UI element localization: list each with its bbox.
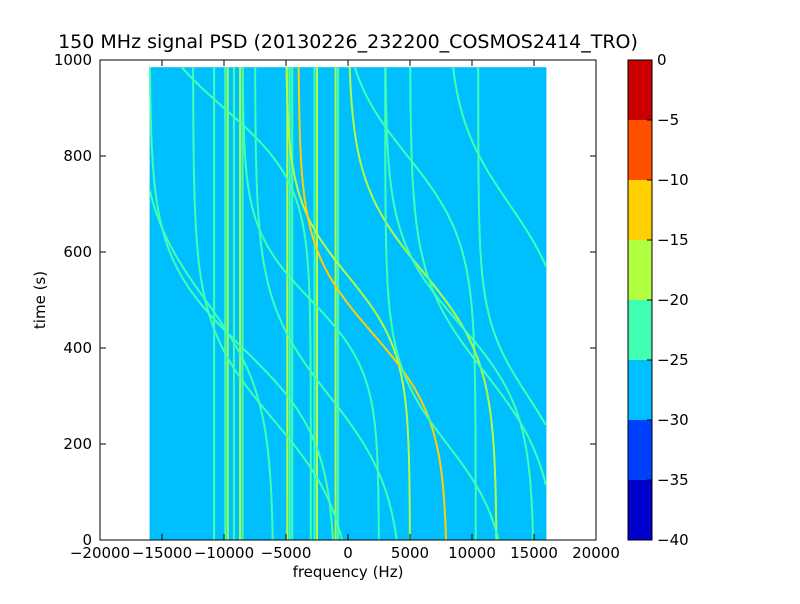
heatmap-track [384,67,534,540]
x-tick-label: −20000 [70,544,130,562]
colorbar-segment [628,60,652,120]
y-tick-label: 800 [63,147,92,165]
y-tick-label: 400 [63,339,92,357]
x-tick-label: −15000 [132,544,192,562]
colorbar-segment [628,120,652,180]
y-tick-label: 0 [82,531,92,549]
x-tick-label: 5000 [391,544,429,562]
colorbar-tick-label: −35 [657,471,689,489]
colorbar-segment [628,420,652,480]
colorbar-tick-label: −30 [657,411,689,429]
colorbar-segment [628,480,652,540]
heatmap-track [353,66,477,540]
x-tick-label: 20000 [572,544,620,562]
y-tick-label: 600 [63,243,92,261]
heatmap-track [285,67,411,540]
colorbar-tick-label: −25 [657,351,689,369]
colorbar-segment [628,300,652,360]
plot-area [99,59,597,541]
colorbar-segment [628,180,652,240]
heatmap-track [192,67,343,540]
colorbar-tick-label: 0 [657,51,667,69]
x-axis-label: frequency (Hz) [293,563,404,581]
heatmap-track [149,67,334,540]
colorbar-axis: −40 −35 −30 −25 −20 −15 −10 −5 0 [647,51,689,549]
colorbar-tick-label: −5 [657,111,679,129]
colorbar-tick-label: −15 [657,231,689,249]
heatmap-track [241,67,380,540]
y-tick-label: 1000 [54,51,92,69]
x-tick-label: −5000 [261,544,312,562]
colorbar-segment [628,240,652,300]
heatmap [148,66,547,540]
x-tick-label: 15000 [510,544,558,562]
heatmap-track [452,67,547,267]
heatmap-track [254,67,398,540]
x-tick-label: −10000 [194,544,254,562]
heatmap-track [148,189,274,540]
y-axis: 0 200 400 600 800 1000 [54,51,596,549]
colorbar [627,59,653,541]
heatmap-track [409,67,547,486]
heatmap-track [297,67,447,540]
chart-title: 150 MHz signal PSD (20130226_232200_COSM… [58,31,638,53]
heatmap-track [181,66,312,540]
heatmap-track [384,67,500,540]
colorbar-tick-label: −10 [657,171,689,189]
x-axis: −20000 −15000 −10000 −5000 0 5000 10000 15000 20… [70,60,620,562]
y-axis-label: time (s) [31,271,49,329]
y-tick-label: 200 [63,435,92,453]
x-tick-label: 10000 [448,544,496,562]
x-tick-label: 0 [343,544,353,562]
colorbar-tick-label: −40 [657,531,689,549]
colorbar-tick-label: −20 [657,291,689,309]
heatmap-track [477,67,547,426]
heatmap-track [348,67,498,540]
colorbar-segment [628,360,652,420]
